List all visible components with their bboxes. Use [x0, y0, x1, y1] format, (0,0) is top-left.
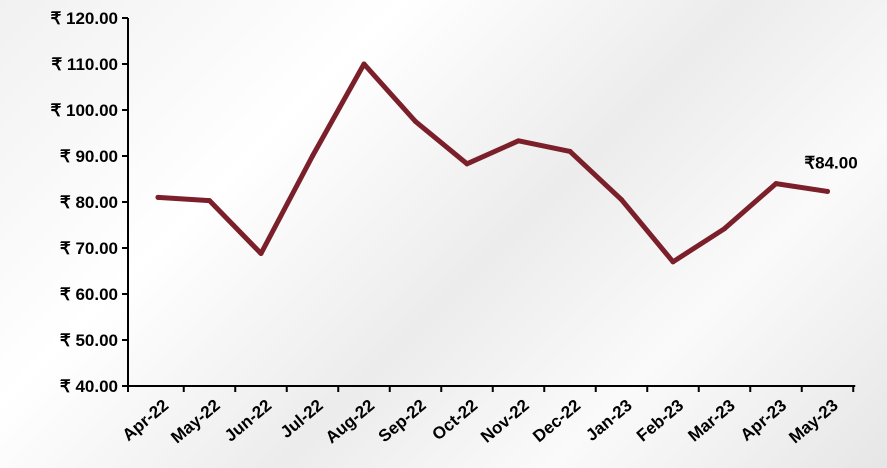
y-tick-label: ₹ 40.00	[60, 377, 118, 396]
x-tick-label: May-23	[785, 396, 841, 448]
y-tick-label: ₹ 60.00	[60, 285, 118, 304]
data-point	[258, 251, 264, 257]
x-tick-label: May-22	[167, 396, 223, 448]
series-line	[155, 61, 830, 265]
x-tick-label: Sep-22	[375, 396, 430, 446]
data-point	[413, 119, 418, 124]
data-point	[619, 197, 624, 203]
data-point	[567, 148, 573, 154]
y-tick-label: ₹ 80.00	[60, 193, 118, 212]
data-point	[670, 259, 676, 265]
y-tick-label: ₹ 70.00	[60, 239, 118, 258]
y-tick-label: ₹ 120.00	[50, 9, 118, 28]
x-tick-label: Dec-22	[529, 396, 584, 446]
x-tick-label: Apr-22	[119, 396, 172, 445]
data-point	[825, 188, 830, 194]
data-point	[207, 198, 212, 204]
x-tick-label: Jun-22	[221, 396, 275, 446]
x-tick-label: Apr-23	[737, 396, 790, 445]
data-point	[722, 226, 727, 232]
y-tick-label: ₹ 110.00	[51, 55, 118, 74]
x-tick-label: Nov-22	[477, 396, 533, 447]
data-label: ₹84.00	[804, 154, 857, 173]
x-tick-label: Jul-22	[277, 396, 327, 442]
x-tick-label: Feb-23	[633, 396, 687, 446]
x-tick-label: Aug-22	[322, 396, 378, 448]
x-tick-label: Jan-23	[582, 396, 635, 445]
data-point	[773, 181, 779, 187]
data-point	[516, 138, 521, 144]
data-point	[361, 61, 367, 67]
y-tick-label: ₹ 90.00	[60, 147, 118, 166]
y-tick-label: ₹ 50.00	[60, 331, 118, 350]
data-point	[464, 161, 470, 167]
data-point	[310, 153, 315, 159]
y-tick-label: ₹ 100.00	[50, 101, 118, 120]
x-tick-label: Oct-22	[428, 396, 481, 445]
data-point	[155, 194, 161, 200]
x-tick-label: Mar-23	[685, 396, 739, 446]
